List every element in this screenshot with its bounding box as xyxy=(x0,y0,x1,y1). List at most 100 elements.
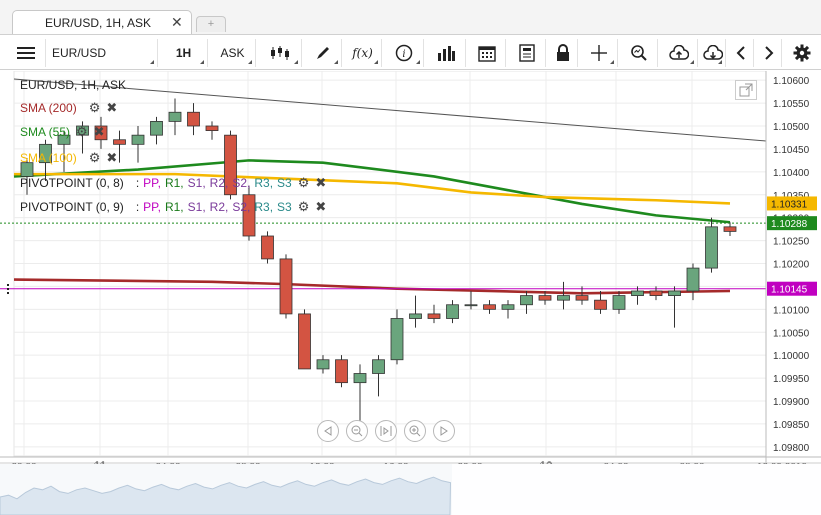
trendline xyxy=(13,78,767,142)
candle-body xyxy=(353,373,367,384)
price-side-selector[interactable]: ASK xyxy=(210,39,256,67)
pivot2-s3: S3 xyxy=(277,200,292,214)
close-icon[interactable]: ✖ xyxy=(106,150,118,165)
close-icon[interactable]: ✖ xyxy=(106,100,118,115)
pan-right-button[interactable] xyxy=(433,420,455,442)
candle-body xyxy=(612,295,626,310)
period-selector[interactable]: 1H xyxy=(160,39,208,67)
gear-icon[interactable]: ⚙ xyxy=(88,100,101,115)
legend-pivot2-row: PIVOTPOINT (0, 9) : PP, R1, S1, R2, S2, … xyxy=(20,199,326,215)
candle-body xyxy=(261,235,274,260)
candle xyxy=(520,291,533,314)
close-icon[interactable]: ✖ xyxy=(93,124,105,139)
gear-icon[interactable]: ⚙ xyxy=(297,199,310,214)
candle xyxy=(649,286,663,301)
candle xyxy=(94,116,108,149)
candle xyxy=(575,286,589,305)
candle xyxy=(131,126,145,163)
upload-button[interactable] xyxy=(660,39,698,67)
svg-text:i: i xyxy=(402,49,405,60)
y-tick-label: 1.10600 xyxy=(773,76,810,87)
info-button[interactable]: i xyxy=(384,39,424,67)
y-tick-label: 1.10450 xyxy=(773,145,810,156)
gear-icon[interactable]: ⚙ xyxy=(88,150,101,165)
menu-button[interactable] xyxy=(6,39,46,67)
legend-sma200-label: SMA (200) xyxy=(20,101,77,115)
candle xyxy=(557,281,570,310)
chart-type-button[interactable] xyxy=(258,39,302,67)
indicators-button[interactable]: f(x) xyxy=(344,39,382,67)
candle xyxy=(631,286,644,305)
pivot1-s1: S1, xyxy=(187,176,206,190)
candle-body xyxy=(76,125,89,136)
zoom-icon xyxy=(630,45,647,61)
gear-icon xyxy=(793,44,811,62)
gear-icon[interactable]: ⚙ xyxy=(297,175,310,190)
pan-left-button[interactable] xyxy=(317,420,339,442)
zoom-button[interactable] xyxy=(620,39,658,67)
y-tick-label: 1.10250 xyxy=(773,237,810,248)
candle-body xyxy=(316,359,330,370)
candle-body xyxy=(279,258,293,315)
candle xyxy=(261,231,274,264)
candle xyxy=(427,304,441,324)
candle xyxy=(353,364,367,424)
y-tick-label: 1.10000 xyxy=(773,351,810,362)
drag-handle-dot xyxy=(7,284,9,286)
plus-icon: + xyxy=(207,18,215,30)
legend-sma55-row: SMA (55) ⚙ ✖ xyxy=(20,124,105,140)
download-button[interactable] xyxy=(700,39,726,67)
calendar-button[interactable] xyxy=(468,39,506,67)
news-button[interactable] xyxy=(508,39,546,67)
candle-body xyxy=(520,295,533,306)
candle xyxy=(668,286,681,328)
chart-area[interactable]: 1.10600 1.10550 1.10500 1.10450 1.10400 1.103… xyxy=(0,71,821,515)
reset-zoom-button[interactable] xyxy=(375,420,397,442)
close-icon[interactable]: ✖ xyxy=(315,175,327,190)
price-side-label: ASK xyxy=(220,46,245,60)
dropdown-triangle-icon xyxy=(248,60,252,64)
instrument-selector[interactable]: EUR/USD xyxy=(46,39,158,67)
candle-body xyxy=(594,299,607,310)
gear-icon[interactable]: ⚙ xyxy=(76,124,88,139)
scroll-right-button[interactable] xyxy=(756,39,782,67)
candle-body xyxy=(335,359,348,384)
candle xyxy=(224,130,237,200)
settings-button[interactable] xyxy=(788,39,816,67)
navigator xyxy=(0,464,821,515)
candle xyxy=(483,300,496,314)
expand-chart-button[interactable] xyxy=(735,80,757,100)
zoom-in-button[interactable] xyxy=(404,420,426,442)
pivot2-r1: R1, xyxy=(164,200,184,214)
price-chart[interactable]: 1.10600 1.10550 1.10500 1.10450 1.10400 1.103… xyxy=(0,71,821,515)
chart-tab[interactable]: EUR/USD, 1H, ASK ✕ xyxy=(12,10,192,34)
price-label-box xyxy=(767,196,817,211)
candle xyxy=(335,355,348,388)
pivot2-s2: S2, xyxy=(232,200,251,214)
price-label: 1.10145 xyxy=(771,285,808,296)
pivot1-s2: S2, xyxy=(232,176,251,190)
crosshair-button[interactable] xyxy=(580,39,618,67)
volume-button[interactable] xyxy=(426,39,466,67)
candle xyxy=(113,130,126,163)
pivot2-s1: S1, xyxy=(187,200,206,214)
candle-body xyxy=(205,125,219,131)
drawing-tool-button[interactable] xyxy=(304,39,342,67)
fit-icon xyxy=(380,426,392,436)
zoom-out-button[interactable] xyxy=(346,420,368,442)
candle xyxy=(686,263,700,301)
candle-body xyxy=(94,125,108,141)
close-icon[interactable]: ✕ xyxy=(171,14,183,30)
chevron-right-icon xyxy=(764,46,773,60)
lock-button[interactable] xyxy=(548,39,578,67)
candle-body xyxy=(686,267,700,292)
candle xyxy=(76,121,89,154)
candle xyxy=(20,158,34,195)
new-tab-button[interactable]: + xyxy=(196,16,226,32)
candle-body xyxy=(20,162,34,177)
candle xyxy=(279,254,293,319)
candle-body xyxy=(649,290,663,296)
close-icon[interactable]: ✖ xyxy=(315,199,327,214)
chevron-left-icon xyxy=(736,46,745,60)
scroll-left-button[interactable] xyxy=(728,39,754,67)
